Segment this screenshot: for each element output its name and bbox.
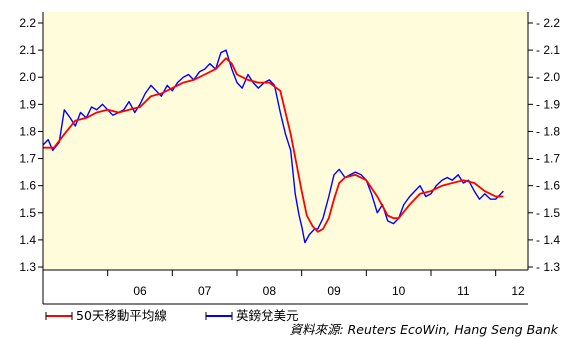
- y-tick-label-left: 1.3: [19, 260, 36, 274]
- source-note: 資料來源: Reuters EcoWin, Hang Seng Bank: [289, 322, 558, 337]
- y-tick-label-left: 2.0: [19, 70, 36, 84]
- x-tick-label: 06: [133, 284, 147, 298]
- y-tick-label-left: 1.6: [19, 179, 36, 193]
- y-tick-label-right: - 1.9: [536, 97, 560, 111]
- right-y-axis-ticks: - 1.3 - 1.4 - 1.5 - 1.6 - 1.7 - 1.8 - 1.9 - 2.0…: [528, 16, 560, 274]
- y-tick-label-right: - 1.8: [536, 124, 560, 138]
- y-tick-label-right: - 1.6: [536, 179, 560, 193]
- y-tick-label-right: - 2.2: [536, 16, 560, 30]
- x-tick-label: 11: [457, 284, 470, 298]
- legend-label-gbpusd: 英鎊兌美元: [236, 308, 299, 323]
- series-layer: [42, 49, 504, 244]
- legend-label-ma: 50天移動平均線: [76, 308, 167, 323]
- y-tick-label-right: - 1.7: [536, 152, 560, 166]
- x-tick-label: 07: [198, 284, 212, 298]
- y-tick-label-left: 1.5: [19, 206, 36, 220]
- left-y-axis-ticks: 1.3 1.4 1.5 1.6 1.7 1.8 1.9 2.0 2.1 2.2: [19, 16, 43, 274]
- y-tick-label-right: - 1.5: [536, 206, 560, 220]
- series-50day-ma-line: [43, 57, 504, 233]
- x-tick-label: 10: [392, 284, 406, 298]
- legend-item-ma: 50天移動平均線: [45, 308, 167, 323]
- x-tick-label: 08: [263, 284, 277, 298]
- y-tick-label-right: - 2.0: [536, 70, 560, 84]
- y-tick-label-left: 1.8: [19, 124, 36, 138]
- legend-item-gbpusd: 英鎊兌美元: [205, 308, 299, 323]
- legend: 50天移動平均線 英鎊兌美元: [45, 308, 299, 323]
- y-tick-label-left: 1.4: [19, 233, 36, 247]
- x-axis-ticks: 06 07 08 09 10 11 12: [42, 270, 525, 304]
- x-tick-label: 12: [511, 284, 525, 298]
- y-tick-label-right: - 1.4: [536, 233, 560, 247]
- y-tick-label-right: - 2.1: [536, 43, 560, 57]
- plot-area: [43, 12, 528, 270]
- y-tick-label-left: 2.1: [19, 43, 36, 57]
- y-tick-label-right: - 1.3: [536, 260, 560, 274]
- y-tick-label-left: 1.9: [19, 97, 36, 111]
- x-tick-label: 09: [327, 284, 341, 298]
- y-tick-label-left: 1.7: [19, 152, 36, 166]
- y-tick-label-left: 2.2: [19, 16, 36, 30]
